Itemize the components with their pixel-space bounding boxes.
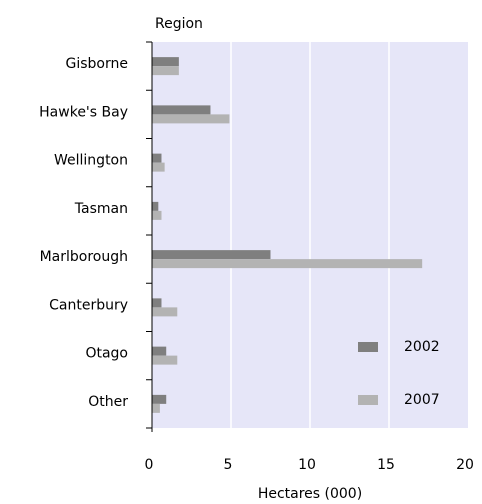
bar xyxy=(152,66,179,76)
legend-swatch xyxy=(358,342,378,352)
y-tick-label: Hawke's Bay xyxy=(39,104,128,120)
x-axis-label: Hectares (000) xyxy=(258,486,362,502)
bar xyxy=(152,355,178,365)
y-tick-label: Marlborough xyxy=(40,249,128,265)
y-axis-label: Region xyxy=(155,16,203,32)
y-tick-label: Tasman xyxy=(74,201,128,217)
bar xyxy=(152,162,165,172)
y-tick-label: Wellington xyxy=(54,153,128,169)
bar xyxy=(152,153,162,163)
x-tick-label: 20 xyxy=(456,457,474,473)
bar xyxy=(152,298,162,308)
legend-label: 2002 xyxy=(404,339,440,355)
bar xyxy=(152,105,211,115)
legend-label: 2007 xyxy=(404,392,440,408)
bar xyxy=(152,307,178,317)
bar xyxy=(152,394,167,404)
bar xyxy=(152,250,271,260)
bar xyxy=(152,346,167,356)
bar xyxy=(152,57,179,67)
bar xyxy=(152,114,230,124)
legend-swatch xyxy=(358,395,378,405)
x-tick-label: 10 xyxy=(298,457,316,473)
bar xyxy=(152,210,162,220)
bar xyxy=(152,259,423,269)
x-tick-label: 5 xyxy=(224,457,233,473)
y-tick-label: Gisborne xyxy=(66,56,128,72)
y-tick-label: Other xyxy=(88,394,128,410)
y-tick-label: Otago xyxy=(85,346,128,362)
y-tick-label: Canterbury xyxy=(49,297,128,313)
bar xyxy=(152,201,159,211)
x-tick-label: 15 xyxy=(377,457,395,473)
x-tick-label: 0 xyxy=(145,457,154,473)
bar xyxy=(152,403,160,413)
